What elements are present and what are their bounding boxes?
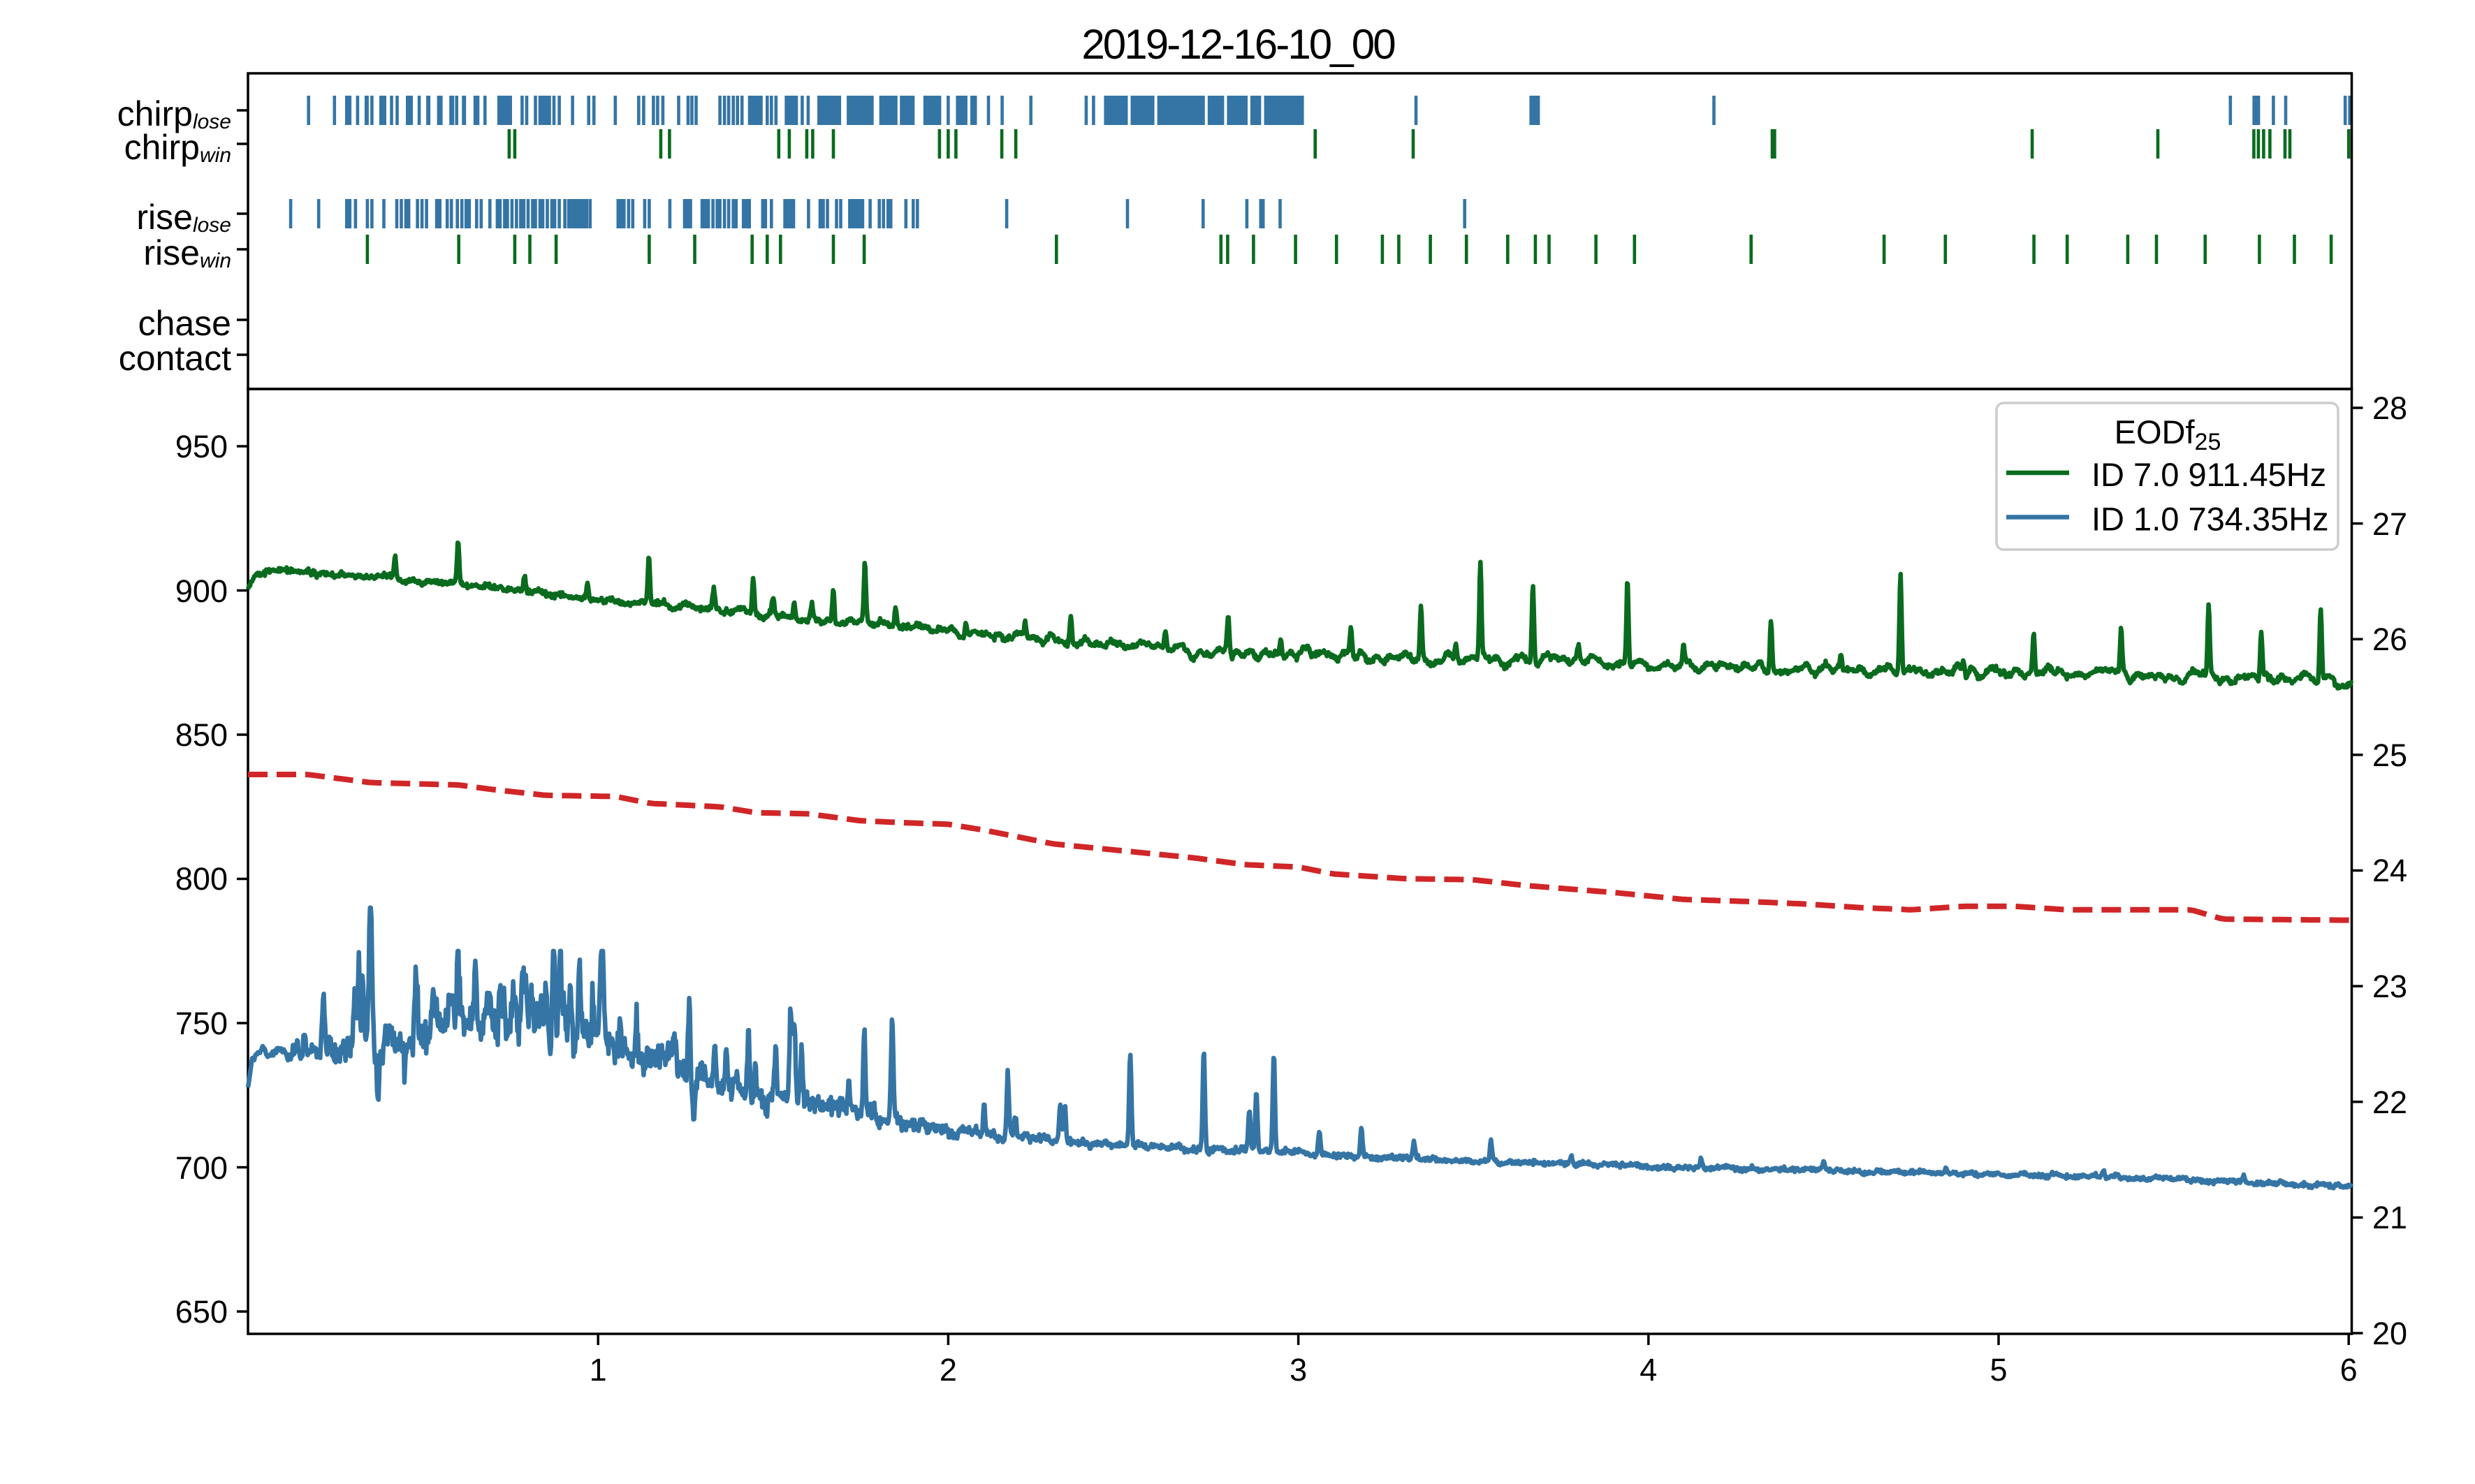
svg-text:700: 700 xyxy=(175,1150,228,1186)
svg-text:chase: chase xyxy=(138,304,231,343)
svg-text:1: 1 xyxy=(590,1352,607,1388)
svg-text:2019-12-16-10_00: 2019-12-16-10_00 xyxy=(1081,21,1395,68)
svg-text:contact: contact xyxy=(119,339,231,378)
svg-text:26: 26 xyxy=(2372,622,2407,657)
svg-text:20: 20 xyxy=(2372,1316,2407,1351)
svg-text:27: 27 xyxy=(2372,506,2407,542)
svg-text:850: 850 xyxy=(175,717,228,753)
svg-text:3: 3 xyxy=(1290,1352,1307,1388)
svg-text:2: 2 xyxy=(940,1352,957,1388)
svg-text:750: 750 xyxy=(175,1006,228,1041)
svg-text:riselose: riselose xyxy=(136,198,231,237)
svg-text:23: 23 xyxy=(2372,969,2407,1004)
svg-text:6: 6 xyxy=(2340,1352,2358,1388)
svg-text:ID 1.0 734.35Hz: ID 1.0 734.35Hz xyxy=(2091,501,2329,538)
svg-text:24: 24 xyxy=(2372,853,2407,888)
svg-text:ID 7.0 911.45Hz: ID 7.0 911.45Hz xyxy=(2091,456,2326,493)
svg-text:900: 900 xyxy=(175,573,228,609)
svg-text:28: 28 xyxy=(2372,390,2407,426)
svg-text:21: 21 xyxy=(2372,1200,2407,1235)
svg-text:22: 22 xyxy=(2372,1085,2407,1120)
svg-text:800: 800 xyxy=(175,861,228,897)
svg-text:25: 25 xyxy=(2372,737,2407,773)
svg-text:5: 5 xyxy=(1990,1352,2007,1388)
svg-text:650: 650 xyxy=(175,1294,228,1330)
svg-text:4: 4 xyxy=(1640,1352,1657,1388)
svg-text:950: 950 xyxy=(175,429,228,464)
